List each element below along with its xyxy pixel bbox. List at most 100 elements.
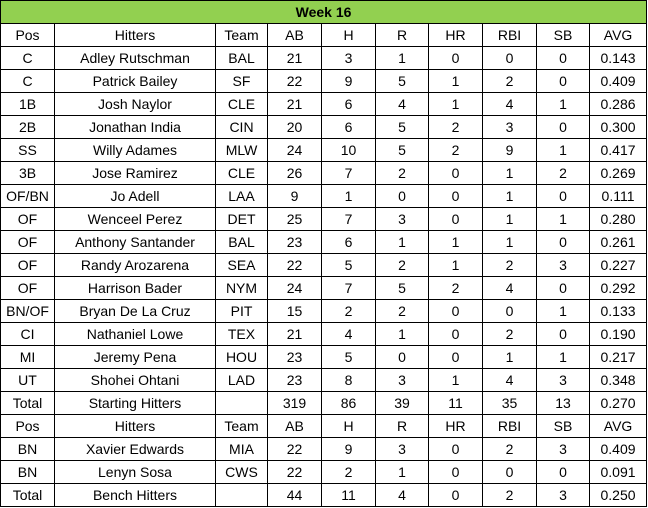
bench-header-row: Pos Hitters Team AB H R HR RBI SB AVG	[0, 414, 648, 438]
cell-h: 2	[321, 299, 376, 323]
cell-hitter: Anthony Santander	[54, 230, 216, 254]
cell-team: MIA	[215, 437, 268, 461]
cell-hitter: Patrick Bailey	[54, 69, 216, 93]
cell-avg: 0.227	[588, 253, 648, 277]
cell-sb: 0	[536, 460, 590, 484]
cell-h: 4	[321, 322, 376, 346]
cell-hitter: Hitters	[54, 414, 216, 438]
cell-ab: 23	[267, 368, 322, 392]
cell-h: 5	[321, 345, 376, 369]
cell-r: 5	[375, 138, 429, 162]
cell-r: 3	[375, 437, 429, 461]
cell-team	[215, 391, 268, 415]
cell-sb: 3	[536, 253, 590, 277]
cell-r: 2	[375, 299, 429, 323]
cell-ab: AB	[267, 414, 322, 438]
cell-ab: 21	[267, 92, 322, 116]
cell-pos: 3B	[0, 161, 55, 185]
cell-r: 1	[375, 460, 429, 484]
cell-hitter: Bench Hitters	[54, 483, 216, 507]
cell-pos: BN/OF	[0, 299, 55, 323]
cell-sb: 0	[536, 322, 590, 346]
cell-h: 8	[321, 368, 376, 392]
cell-avg: 0.190	[588, 322, 648, 346]
cell-avg: 0.417	[588, 138, 648, 162]
cell-avg: 0.280	[588, 207, 648, 231]
cell-ab: 25	[267, 207, 322, 231]
cell-sb: 0	[536, 230, 590, 254]
cell-h: 3	[321, 46, 376, 70]
starter-row: 3B Jose Ramirez CLE 26 7 2 0 1 2 0.269	[0, 161, 648, 185]
title-row: Week 16	[0, 0, 648, 24]
cell-sb: 3	[536, 483, 590, 507]
cell-rbi: 2	[482, 322, 537, 346]
cell-sb: 2	[536, 161, 590, 185]
cell-team: BAL	[215, 46, 268, 70]
cell-sb: 1	[536, 345, 590, 369]
cell-hr: 1	[428, 69, 483, 93]
cell-hr: 0	[428, 46, 483, 70]
cell-team: CIN	[215, 115, 268, 139]
cell-team: LAA	[215, 184, 268, 208]
cell-hitter: Jose Ramirez	[54, 161, 216, 185]
cell-sb: 1	[536, 92, 590, 116]
cell-h: H	[321, 414, 376, 438]
cell-team: BAL	[215, 230, 268, 254]
cell-r: 1	[375, 46, 429, 70]
cell-hitter: Adley Rutschman	[54, 46, 216, 70]
cell-ab: 20	[267, 115, 322, 139]
cell-sb: 1	[536, 299, 590, 323]
cell-pos: OF	[0, 207, 55, 231]
cell-rbi: 0	[482, 46, 537, 70]
cell-team: Team	[215, 414, 268, 438]
week-title: Week 16	[0, 0, 648, 24]
cell-rbi: 4	[482, 368, 537, 392]
starter-row: OF/BN Jo Adell LAA 9 1 0 0 1 0 0.111	[0, 184, 648, 208]
cell-ab: 24	[267, 276, 322, 300]
cell-avg: 0.111	[588, 184, 648, 208]
cell-hitter: Xavier Edwards	[54, 437, 216, 461]
cell-ab: 22	[267, 69, 322, 93]
cell-h: 10	[321, 138, 376, 162]
cell-sb: 0	[536, 69, 590, 93]
cell-avg: 0.133	[588, 299, 648, 323]
header-row: Pos Hitters Team AB H R HR RBI SB AVG	[0, 23, 648, 47]
starter-row: OF Randy Arozarena SEA 22 5 2 1 2 3 0.227	[0, 253, 648, 277]
cell-r: 0	[375, 184, 429, 208]
cell-h: 6	[321, 230, 376, 254]
cell-rbi: RBI	[482, 23, 537, 47]
cell-ab: 22	[267, 460, 322, 484]
cell-team: HOU	[215, 345, 268, 369]
cell-hr: 0	[428, 345, 483, 369]
cell-avg: 0.217	[588, 345, 648, 369]
cell-h: 6	[321, 92, 376, 116]
cell-ab: 23	[267, 345, 322, 369]
cell-pos: OF	[0, 276, 55, 300]
cell-ab: 24	[267, 138, 322, 162]
bench-row: BN Lenyn Sosa CWS 22 2 1 0 0 0 0.091	[0, 460, 648, 484]
cell-hr: 0	[428, 184, 483, 208]
cell-hr: 1	[428, 92, 483, 116]
cell-ab: 23	[267, 230, 322, 254]
cell-hr: 0	[428, 207, 483, 231]
cell-pos: MI	[0, 345, 55, 369]
cell-team	[215, 483, 268, 507]
cell-r: 2	[375, 253, 429, 277]
cell-pos: BN	[0, 460, 55, 484]
starter-row: C Adley Rutschman BAL 21 3 1 0 0 0 0.143	[0, 46, 648, 70]
starter-row: BN/OF Bryan De La Cruz PIT 15 2 2 0 0 1 0.133	[0, 299, 648, 323]
starter-row: CI Nathaniel Lowe TEX 21 4 1 0 2 0 0.190	[0, 322, 648, 346]
cell-hitter: Nathaniel Lowe	[54, 322, 216, 346]
cell-r: 2	[375, 161, 429, 185]
cell-r: 0	[375, 345, 429, 369]
cell-pos: Pos	[0, 414, 55, 438]
cell-r: 3	[375, 368, 429, 392]
cell-h: 1	[321, 184, 376, 208]
cell-hr: 0	[428, 161, 483, 185]
cell-hr: 1	[428, 230, 483, 254]
cell-pos: BN	[0, 437, 55, 461]
cell-hitter: Lenyn Sosa	[54, 460, 216, 484]
cell-team: PIT	[215, 299, 268, 323]
cell-sb: 3	[536, 368, 590, 392]
